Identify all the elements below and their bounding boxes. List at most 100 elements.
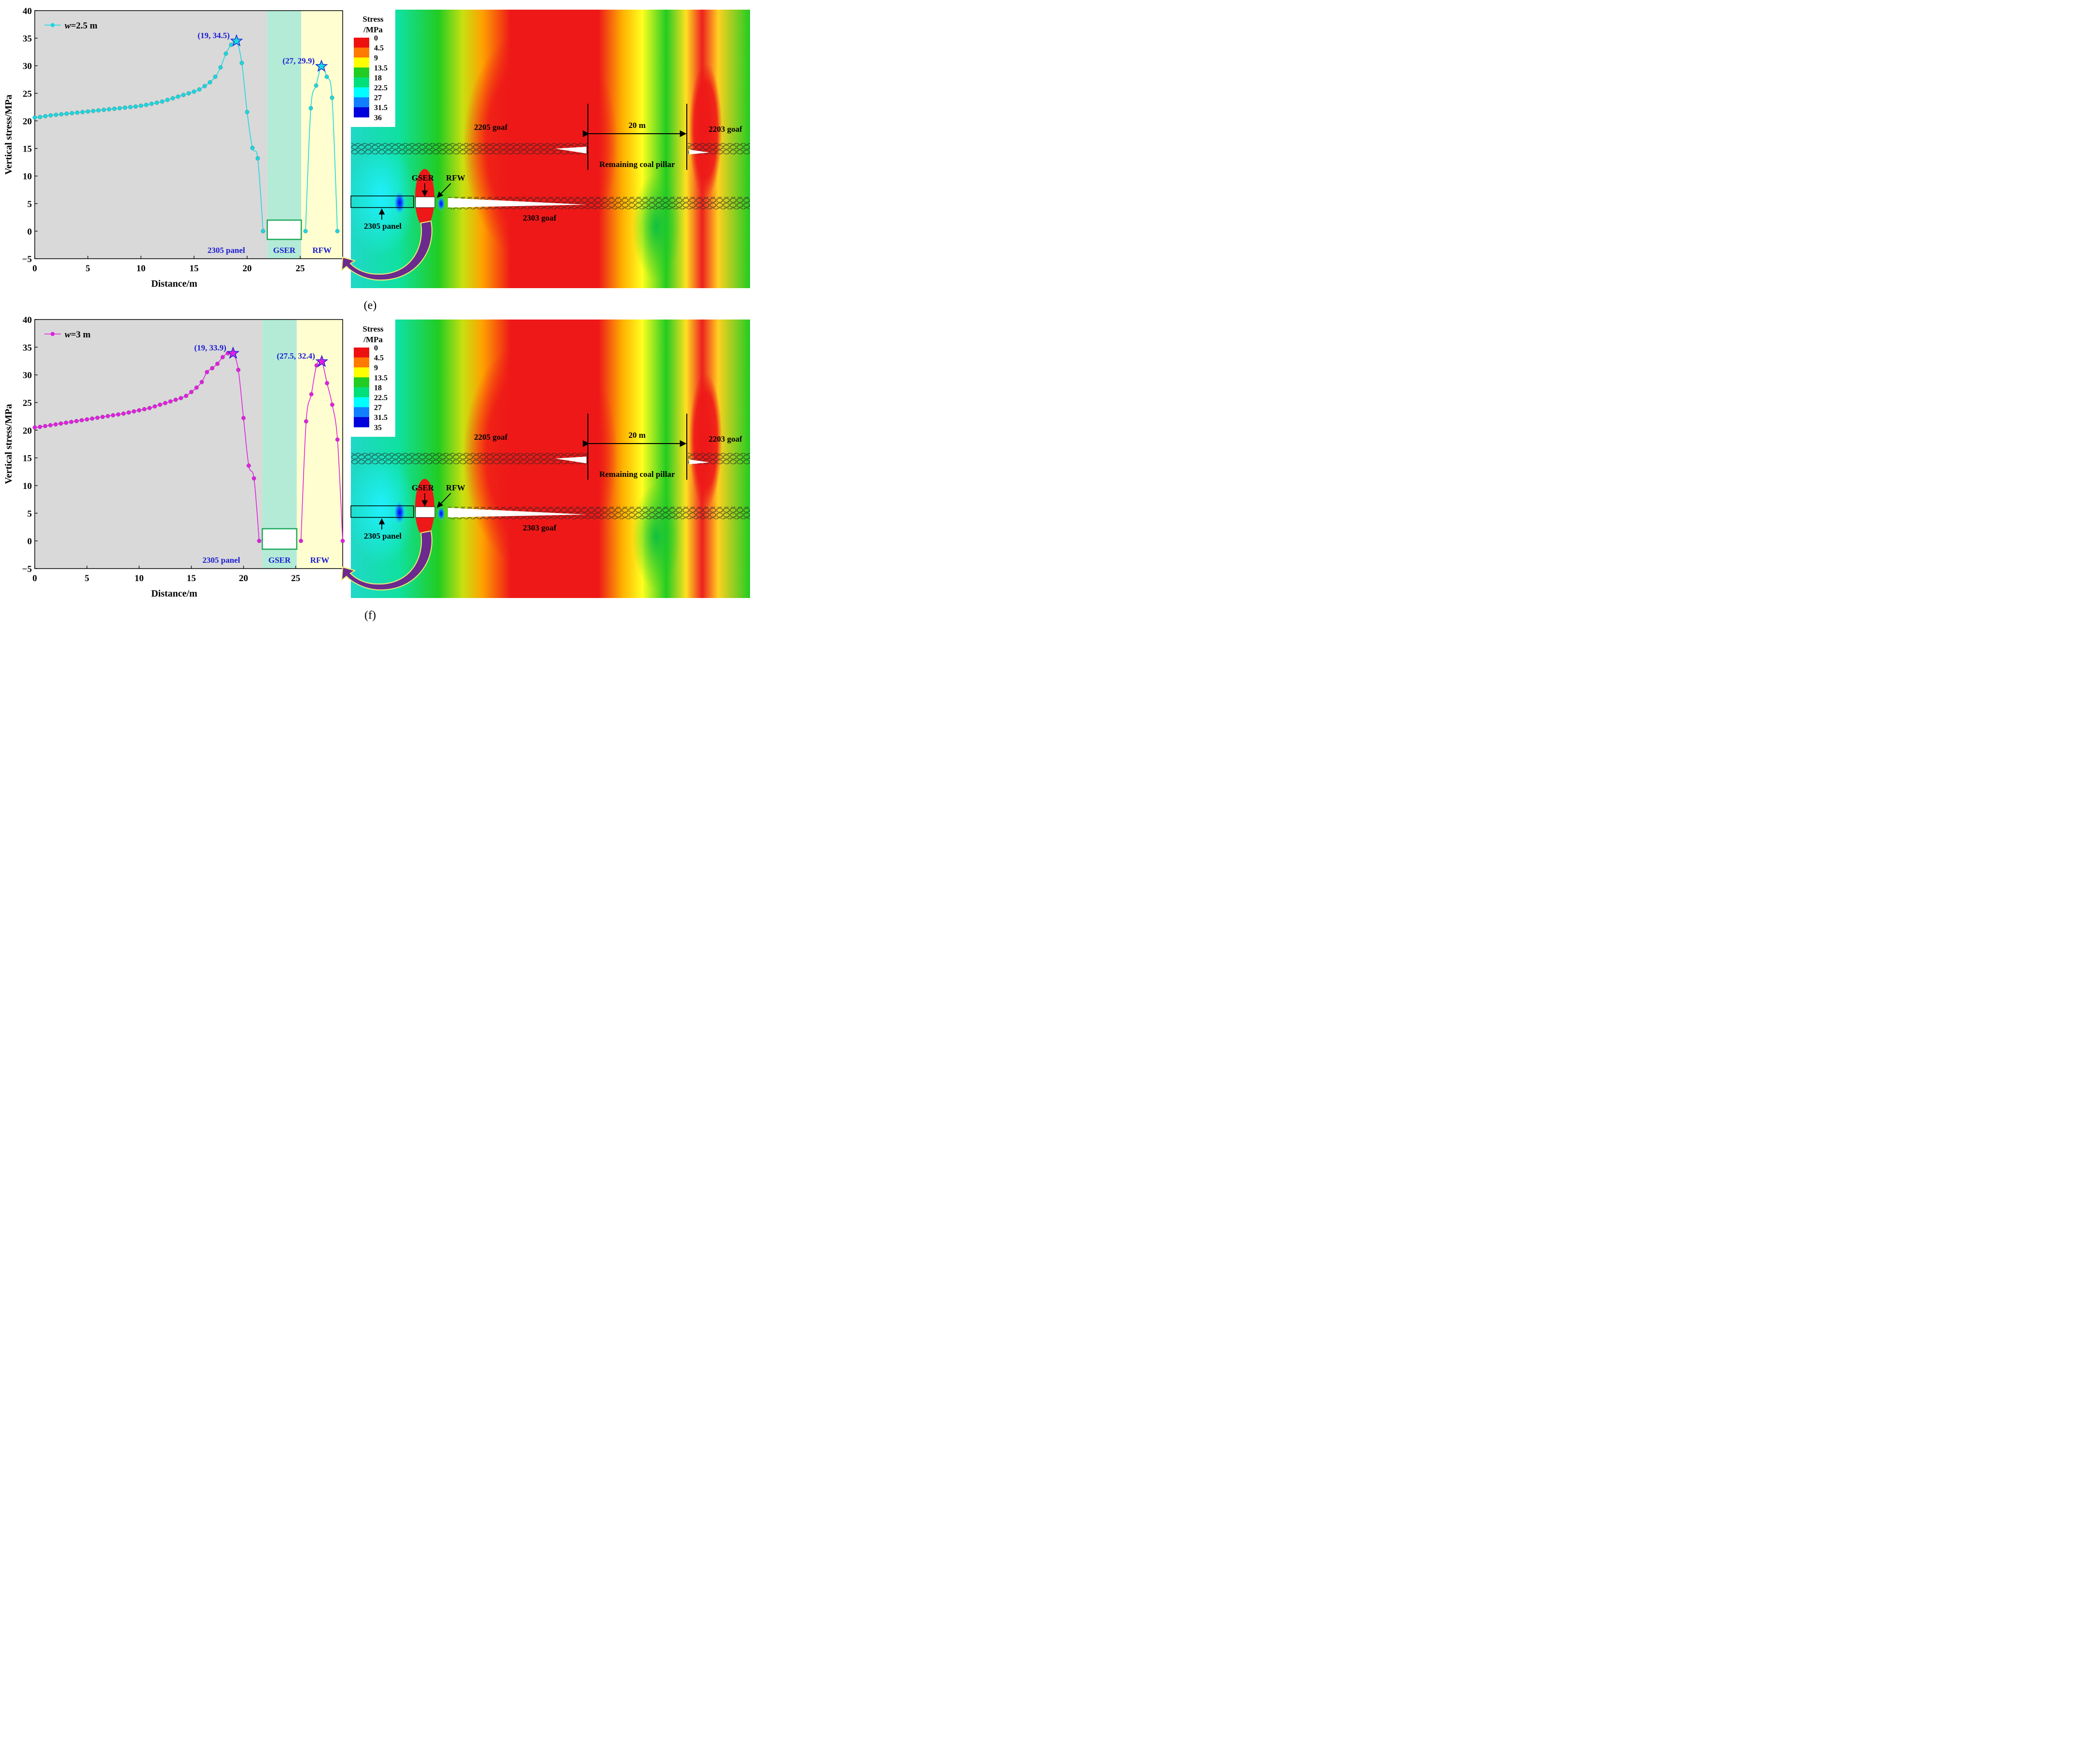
data-point <box>255 156 260 161</box>
data-point <box>107 107 111 111</box>
zone-label: RFW <box>310 556 330 565</box>
pillar-width-label: 20 m <box>628 121 645 130</box>
data-point <box>179 396 183 401</box>
data-point <box>153 404 157 409</box>
left-cyan-zone <box>348 450 415 566</box>
y-tick-label: 15 <box>23 144 32 154</box>
data-point <box>144 102 149 107</box>
data-point <box>304 419 308 424</box>
data-point <box>165 97 170 102</box>
legend-swatch <box>354 367 369 378</box>
gser-label: GSER <box>412 483 434 492</box>
panel-label: 2305 panel <box>364 222 402 231</box>
legend-swatch <box>354 387 369 398</box>
rfw-label: RFW <box>446 483 465 492</box>
zone-rfw <box>301 11 343 259</box>
data-point <box>314 83 319 88</box>
data-point <box>184 393 188 398</box>
legend-level: 0 <box>374 344 378 352</box>
data-point <box>149 101 154 106</box>
data-point <box>96 108 101 113</box>
data-point <box>70 111 74 115</box>
legend-level: 13.5 <box>374 64 388 72</box>
legend-swatch <box>354 397 369 408</box>
data-point <box>210 366 215 371</box>
remaining-pillar-label: Remaining coal pillar <box>599 470 675 479</box>
legend-level: 27 <box>374 404 382 412</box>
peak-star <box>230 34 243 47</box>
gser-roadway <box>415 196 435 208</box>
data-point <box>309 392 314 397</box>
data-point <box>128 105 133 110</box>
upper-goaf-gap-left <box>555 147 586 153</box>
x-axis-label: Distance/m <box>151 588 197 599</box>
data-point <box>208 80 212 84</box>
zone-label: RFW <box>312 246 332 255</box>
data-point <box>59 112 64 117</box>
panel-box <box>350 505 414 518</box>
legend-level: 27 <box>374 94 382 102</box>
legend-swatch <box>354 87 369 98</box>
goaf-2203-label: 2203 goaf <box>709 434 742 444</box>
gser-roadway <box>415 506 435 518</box>
y-tick-label: 35 <box>23 343 32 353</box>
zone-2305-panel <box>35 320 263 569</box>
legend-marker <box>50 23 55 28</box>
link-arrow <box>341 220 432 281</box>
rfw-label: RFW <box>446 173 465 182</box>
data-point <box>48 113 53 118</box>
upper-goaf-gap-right <box>689 459 709 464</box>
legend-label: w=3 m <box>65 330 91 340</box>
data-point <box>112 106 117 111</box>
data-point <box>335 437 340 442</box>
y-tick-label: 35 <box>23 34 32 44</box>
data-point <box>32 425 37 430</box>
y-tick-label: 15 <box>23 454 32 464</box>
data-point <box>117 106 122 111</box>
data-point <box>218 65 223 70</box>
goaf-2303-label: 2303 goaf <box>523 213 556 223</box>
peak-label: (27.5, 32.4) <box>277 351 315 361</box>
data-point <box>325 381 329 386</box>
legend-label: w=2.5 m <box>65 21 97 31</box>
zone-label: GSER <box>268 556 291 565</box>
data-point <box>137 408 141 413</box>
data-point <box>74 419 79 423</box>
legend-swatch <box>354 57 369 68</box>
roadway-box <box>262 528 298 550</box>
y-tick-label: 20 <box>23 116 32 126</box>
legend-level: 18 <box>374 384 382 392</box>
data-point <box>53 422 58 427</box>
data-point <box>246 463 251 468</box>
goaf-2203-label: 2203 goaf <box>709 125 742 134</box>
data-point <box>100 415 105 419</box>
x-tick-label: 5 <box>84 573 89 584</box>
y-tick-label: 0 <box>28 227 32 237</box>
data-point <box>308 106 313 111</box>
legend-swatch <box>354 77 369 88</box>
zone-2305-panel <box>35 11 267 259</box>
peak-label: (19, 33.9) <box>194 343 226 352</box>
legend-level: 36 <box>374 114 382 122</box>
y-tick-label: 10 <box>23 481 32 491</box>
data-point <box>173 397 178 402</box>
zone-label: 2305 panel <box>203 556 240 565</box>
legend-title: /MPa <box>363 335 383 344</box>
upper-goaf-gap-right <box>689 150 709 154</box>
data-point <box>139 103 143 108</box>
y-tick-label: 40 <box>23 315 32 325</box>
data-point <box>160 99 165 104</box>
legend-level: 9 <box>374 364 378 372</box>
y-tick-label: 30 <box>23 61 32 71</box>
legend-level: 13.5 <box>374 374 388 382</box>
y-tick-label: 10 <box>23 172 32 182</box>
data-point <box>95 416 100 420</box>
legend-swatch <box>354 38 369 48</box>
blue-peak-right <box>437 196 445 211</box>
x-tick-label: 20 <box>243 264 252 274</box>
data-point <box>147 406 152 410</box>
data-point <box>189 390 194 394</box>
